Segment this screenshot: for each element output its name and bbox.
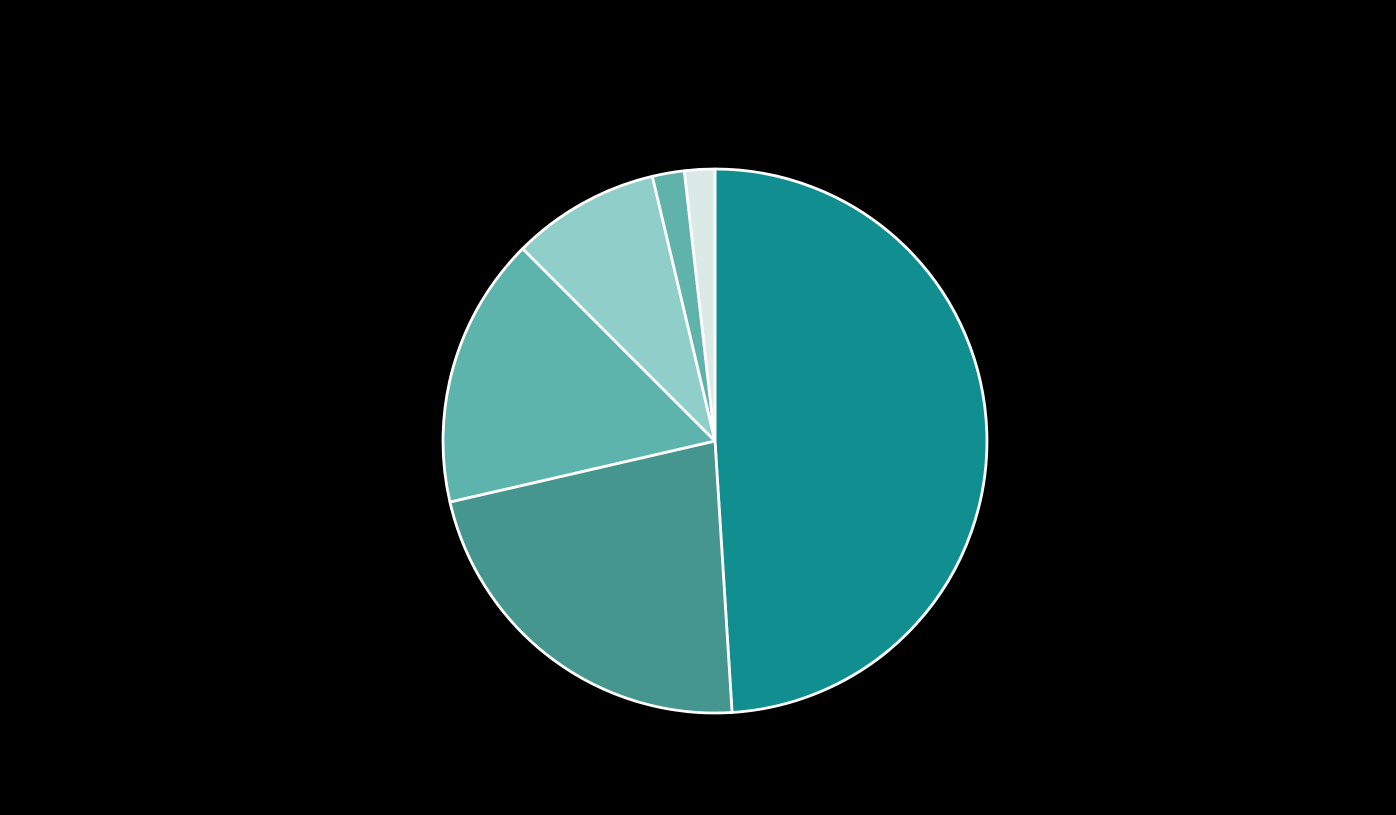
pie-slice-6 bbox=[682, 167, 717, 443]
pie-slice-2 bbox=[448, 439, 734, 715]
pie-slice-1 bbox=[713, 167, 989, 714]
pie-slice-3 bbox=[441, 247, 717, 504]
